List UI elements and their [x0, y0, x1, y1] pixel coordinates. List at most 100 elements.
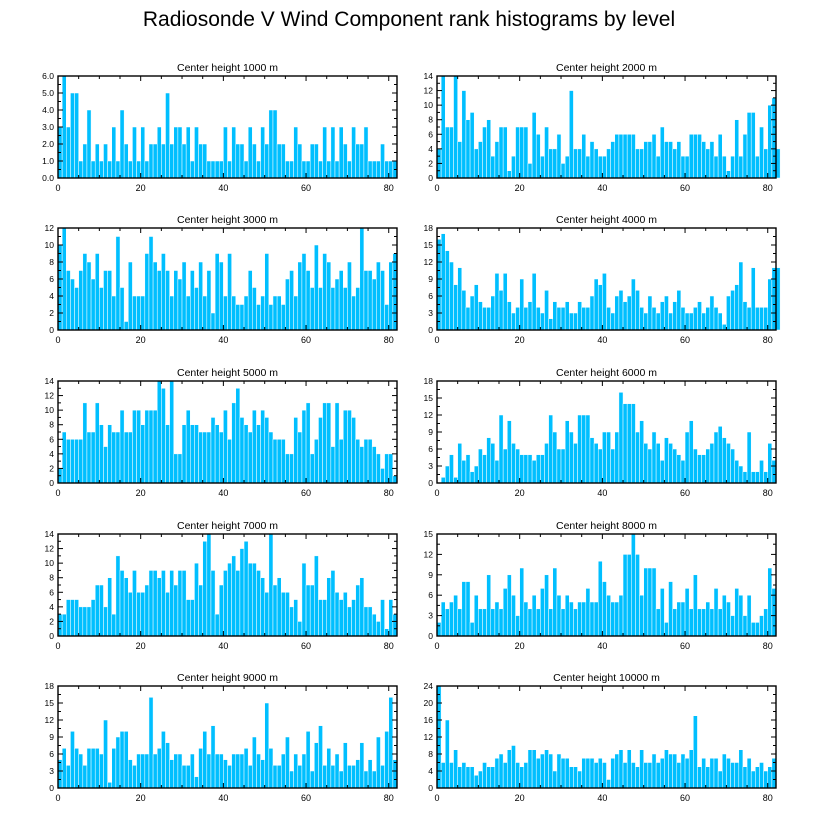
histogram-bar: [482, 608, 487, 637]
histogram-bar: [523, 307, 529, 331]
x-tick-label: 60: [680, 183, 690, 193]
histogram-bar: [363, 270, 369, 331]
histogram-bar: [589, 758, 595, 789]
histogram-bar: [190, 753, 195, 789]
histogram-bar: [309, 453, 315, 484]
histogram-bar: [564, 155, 570, 179]
histogram-bar: [260, 577, 265, 637]
histogram-bar: [672, 608, 678, 637]
y-tick-label: 2: [49, 463, 54, 473]
histogram-bar: [161, 570, 166, 637]
histogram-bar: [165, 424, 170, 484]
histogram-bar: [82, 606, 88, 637]
histogram-bar: [343, 742, 348, 789]
histogram-bar: [523, 762, 529, 789]
histogram-bar: [473, 148, 479, 179]
histogram-bar: [713, 588, 719, 637]
histogram-bar: [206, 160, 212, 179]
y-tick-label: 10: [45, 240, 55, 250]
histogram-bar: [709, 443, 715, 484]
histogram-bar: [688, 312, 694, 331]
y-tick-label: 0: [49, 631, 54, 641]
x-tick-label: 20: [136, 335, 146, 345]
panel-title: Center height 9000 m: [177, 672, 278, 684]
histogram-bar: [223, 126, 228, 179]
histogram-bar: [535, 307, 541, 331]
histogram-bar: [746, 594, 752, 637]
y-tick-label: 3: [49, 766, 54, 776]
histogram-bar: [540, 454, 545, 484]
histogram-bar: [305, 402, 311, 484]
histogram-bar: [384, 453, 389, 484]
y-tick-label: 8: [428, 115, 433, 125]
histogram-bar: [223, 409, 228, 484]
y-tick-label: 4: [49, 449, 54, 459]
histogram-bar: [680, 601, 686, 637]
histogram-bar: [343, 143, 348, 179]
panel-title: Center height 3000 m: [177, 214, 278, 226]
histogram-bar: [330, 126, 336, 179]
histogram-bar: [70, 731, 75, 789]
histogram-bar: [173, 453, 179, 484]
histogram-bar: [363, 439, 369, 484]
histogram-bar: [276, 295, 282, 331]
histogram-bar: [256, 160, 261, 179]
histogram-bar: [445, 250, 450, 331]
histogram-bar: [581, 758, 587, 789]
histogram-bar: [293, 417, 299, 484]
histogram-bar: [132, 295, 137, 331]
histogram-bar: [672, 753, 678, 789]
histogram-bar: [343, 592, 348, 637]
histogram-bar: [445, 608, 450, 637]
y-tick-label: 0: [428, 783, 433, 793]
histogram-bar: [268, 748, 274, 789]
histogram-bar: [86, 109, 92, 179]
histogram-bar: [256, 570, 261, 637]
histogram-bar: [461, 460, 467, 484]
histogram-bar: [469, 471, 475, 484]
histogram-bar: [726, 443, 731, 484]
histogram-bar: [672, 301, 678, 331]
histogram-bar: [535, 608, 541, 637]
histogram-bar: [334, 160, 340, 179]
x-tick-label: 0: [434, 793, 439, 803]
histogram-bar: [647, 141, 653, 179]
histogram-bar: [214, 424, 220, 484]
histogram-bar: [66, 765, 71, 789]
histogram-bar: [523, 126, 529, 179]
histogram-bar: [247, 765, 253, 789]
x-tick-label: 60: [301, 183, 311, 193]
histogram-bar: [643, 567, 649, 637]
histogram-bar: [272, 439, 278, 484]
histogram-bar: [473, 594, 479, 637]
panel-title: Center height 5000 m: [177, 367, 278, 379]
histogram-bar: [659, 301, 665, 331]
histogram-bar: [256, 753, 261, 789]
y-tick-label: 4: [49, 291, 54, 301]
y-tick-label: 12: [424, 410, 434, 420]
histogram-bar: [502, 588, 508, 637]
histogram-bar: [338, 439, 344, 484]
histogram-bar: [177, 753, 183, 789]
histogram-bar: [767, 567, 773, 637]
histogram-bar: [252, 287, 257, 331]
histogram-bar: [445, 126, 450, 179]
histogram-bar: [239, 143, 245, 179]
histogram-bar: [144, 409, 150, 484]
histogram-bar: [218, 261, 224, 331]
histogram-bar: [659, 460, 665, 484]
histogram-bar: [664, 295, 669, 331]
histogram-bar: [140, 753, 146, 789]
y-tick-label: 1.0: [42, 156, 54, 166]
histogram-bar: [688, 420, 694, 484]
histogram-bar: [473, 465, 479, 484]
histogram-bar: [717, 426, 723, 484]
histogram-bar: [326, 402, 332, 484]
histogram-bar: [614, 601, 620, 637]
histogram-bar: [235, 570, 241, 637]
histogram-bar: [347, 606, 352, 637]
histogram-bar: [194, 562, 199, 637]
histogram-bar: [210, 725, 216, 789]
histogram-bar: [668, 141, 673, 179]
histogram-panel-4: Center height 4000 m 0 20 40 60 80 0 3 6 9 12 15 18: [424, 214, 781, 345]
